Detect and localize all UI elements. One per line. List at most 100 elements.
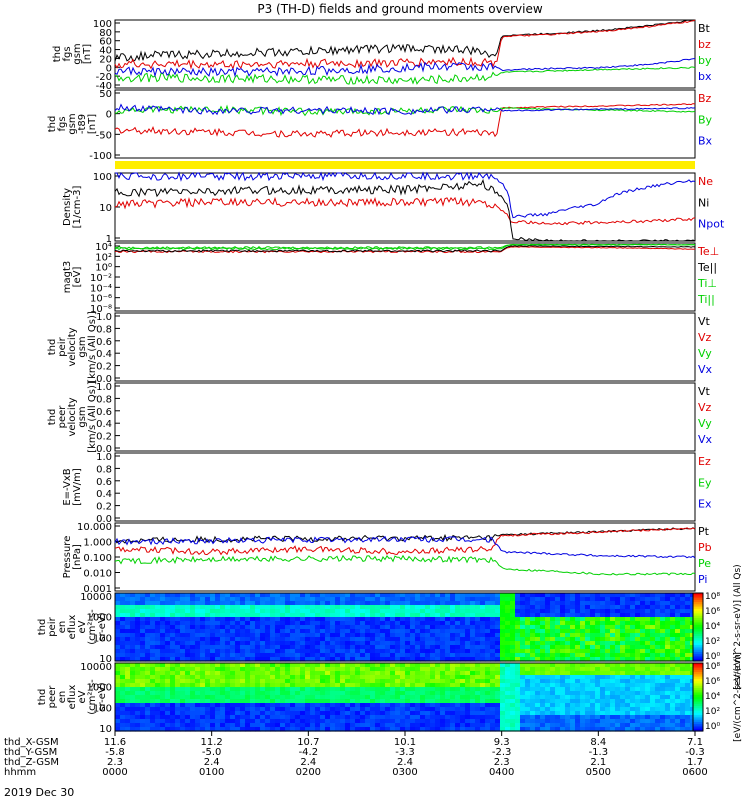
- spectrogram-cell: [155, 605, 161, 610]
- spectrogram-cell: [250, 671, 256, 676]
- spectrogram-cell: [450, 691, 456, 696]
- spectrogram-cell: [615, 657, 621, 662]
- legend-entry: Vy: [698, 347, 712, 360]
- spectrogram-cell: [570, 683, 576, 688]
- spectrogram-cell: [500, 613, 506, 618]
- spectrogram-cell: [465, 593, 471, 598]
- spectrogram-cell: [640, 687, 646, 692]
- colorbar-segment: [693, 676, 703, 680]
- spectrogram-cell: [115, 653, 121, 658]
- spectrogram-cell: [170, 597, 176, 602]
- spectrogram-cell: [205, 683, 211, 688]
- spectrogram-cell: [205, 695, 211, 700]
- spectrogram-cell: [540, 703, 546, 708]
- spectrogram-cell: [300, 711, 306, 716]
- spectrogram-cell: [685, 629, 691, 634]
- spectrogram-cell: [480, 707, 486, 712]
- spectrogram-cell: [520, 711, 526, 716]
- spectrogram-cell: [395, 727, 401, 732]
- spectrogram-cell: [415, 621, 421, 626]
- spectrogram-cell: [210, 719, 216, 724]
- spectrogram-cell: [675, 629, 681, 634]
- spectrogram-cell: [180, 707, 186, 712]
- spectrogram-cell: [490, 617, 496, 622]
- spectrogram-cell: [430, 707, 436, 712]
- spectrogram-cell: [130, 695, 136, 700]
- spectrogram-cell: [345, 679, 351, 684]
- spectrogram-cell: [310, 593, 316, 598]
- y-axis-label: magt3[eV]: [62, 261, 83, 294]
- spectrogram-cell: [385, 703, 391, 708]
- spectrogram-cell: [425, 609, 431, 614]
- colorbar-segment: [693, 712, 703, 716]
- spectrogram-cell: [355, 625, 361, 630]
- spectrogram-cell: [625, 699, 631, 704]
- spectrogram-cell: [420, 637, 426, 642]
- spectrogram-cell: [220, 633, 226, 638]
- spectrogram-cell: [635, 621, 641, 626]
- xaxis-tick-label: 0500: [586, 767, 611, 778]
- spectrogram-cell: [425, 671, 431, 676]
- spectrogram-cell: [425, 707, 431, 712]
- spectrogram-cell: [270, 727, 276, 732]
- spectrogram-cell: [590, 727, 596, 732]
- spectrogram-cell: [250, 617, 256, 622]
- spectrogram-cell: [655, 727, 661, 732]
- spectrogram-cell: [160, 617, 166, 622]
- spectrogram-cell: [365, 723, 371, 728]
- spectrogram-cell: [410, 609, 416, 614]
- spectrogram-cell: [530, 637, 536, 642]
- spectrogram-cell: [655, 617, 661, 622]
- spectrogram-cell: [685, 699, 691, 704]
- spectrogram-cell: [290, 663, 296, 668]
- spectrogram-cell: [395, 625, 401, 630]
- spectrogram-cell: [210, 593, 216, 598]
- spectrogram-cell: [460, 617, 466, 622]
- spectrogram-cell: [530, 727, 536, 732]
- spectrogram-cell: [415, 633, 421, 638]
- spectrogram-cell: [675, 621, 681, 626]
- legend-entry: Vx: [698, 363, 713, 376]
- spectrogram-cell: [175, 707, 181, 712]
- spectrogram-cell: [320, 675, 326, 680]
- spectrogram-cell: [525, 633, 531, 638]
- spectrogram-cell: [595, 593, 601, 598]
- spectrogram-cell: [220, 625, 226, 630]
- spectrogram-cell: [670, 601, 676, 606]
- spectrogram-cell: [335, 621, 341, 626]
- spectrogram-cell: [115, 625, 121, 630]
- spectrogram-cell: [150, 593, 156, 598]
- spectrogram-cell: [125, 633, 131, 638]
- spectrogram-cell: [545, 707, 551, 712]
- spectrogram-cell: [585, 633, 591, 638]
- y-axis-label-line: eflux: [67, 615, 78, 640]
- spectrogram-cell: [590, 667, 596, 672]
- spectrogram-cell: [290, 699, 296, 704]
- spectrogram-cell: [475, 645, 481, 650]
- spectrogram-cell: [185, 707, 191, 712]
- spectrogram-cell: [235, 699, 241, 704]
- spectrogram-cell: [215, 621, 221, 626]
- spectrogram-cell: [385, 649, 391, 654]
- spectrogram-cell: [635, 711, 641, 716]
- spectrogram-cell: [370, 707, 376, 712]
- spectrogram-cell: [130, 703, 136, 708]
- spectrogram-cell: [250, 675, 256, 680]
- spectrogram-cell: [345, 723, 351, 728]
- spectrogram-cell: [440, 633, 446, 638]
- spectrogram-cell: [445, 637, 451, 642]
- spectrogram-cell: [560, 727, 566, 732]
- spectrogram-cell: [540, 633, 546, 638]
- spectrogram-cell: [605, 617, 611, 622]
- spectrogram-cell: [570, 593, 576, 598]
- spectrogram-cell: [220, 617, 226, 622]
- spectrogram-cell: [515, 695, 521, 700]
- spectrogram-cell: [315, 613, 321, 618]
- spectrogram-cell: [560, 601, 566, 606]
- spectrogram-cell: [405, 617, 411, 622]
- spectrogram-cell: [480, 699, 486, 704]
- spectrogram-cell: [175, 629, 181, 634]
- spectrogram-cell: [620, 593, 626, 598]
- spectrogram-cell: [630, 613, 636, 618]
- spectrogram-cell: [445, 645, 451, 650]
